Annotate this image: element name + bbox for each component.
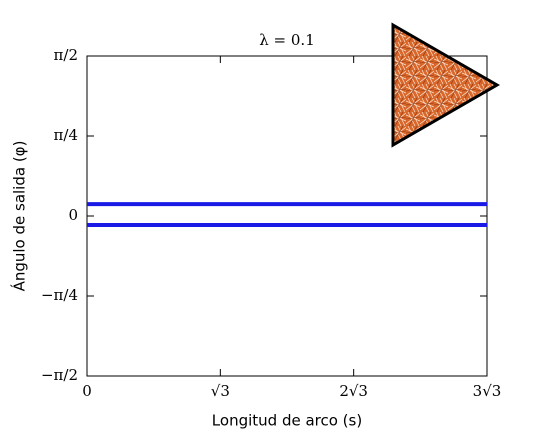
y-tick-label: −π/2 [41,366,78,384]
y-tick-label: π/2 [54,46,78,64]
y-tick-label: −π/4 [41,286,78,304]
chart-title: λ = 0.1 [259,31,314,49]
billiard-inset [391,22,501,148]
y-axis-label: Ángulo de salida (φ) [10,141,29,292]
x-tick-label: 3√3 [473,382,502,400]
x-tick-label: 0 [82,382,92,400]
x-tick-label: √3 [211,382,230,400]
x-tick-label: 2√3 [339,382,368,400]
y-tick-label: π/4 [54,126,78,144]
y-tick-label: 0 [68,206,78,224]
x-axis-label: Longitud de arco (s) [212,412,362,430]
